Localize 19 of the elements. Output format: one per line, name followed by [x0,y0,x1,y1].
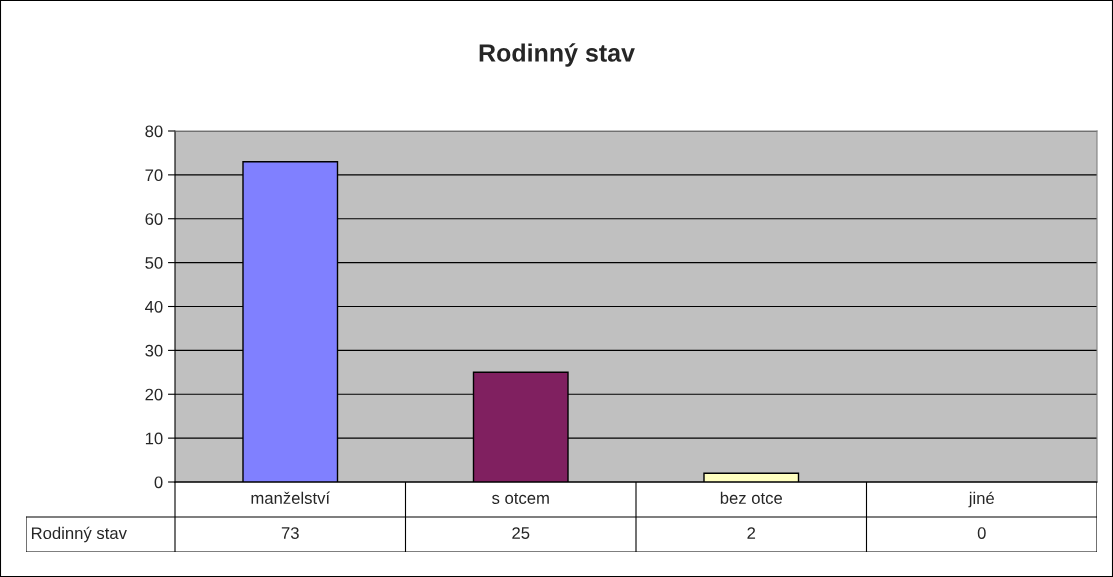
y-tick-label: 40 [145,300,163,313]
y-tick-label: 0 [154,476,163,489]
x-tick-label: jiné [968,491,994,508]
x-tick-label: s otcem [492,493,549,504]
data-label: 73 [281,527,299,539]
data-label: 2 [747,527,756,539]
y-tick-label: 80 [145,125,163,138]
data-label: 25 [512,527,530,539]
y-tick-label: 10 [145,432,163,445]
chart-title: Rodinný stav [479,43,635,67]
data-label: 0 [977,527,986,539]
x-tick-label: bez otce [720,491,783,504]
y-tick-label: 50 [145,257,163,269]
y-tick-label: 60 [145,213,163,225]
y-tick-label: 30 [145,344,163,357]
y-tick-label: 70 [145,169,163,182]
y-tick-label: 20 [145,388,163,401]
legend-label: Rodinný stav [31,526,127,543]
x-tick-label: manželství [251,491,331,504]
